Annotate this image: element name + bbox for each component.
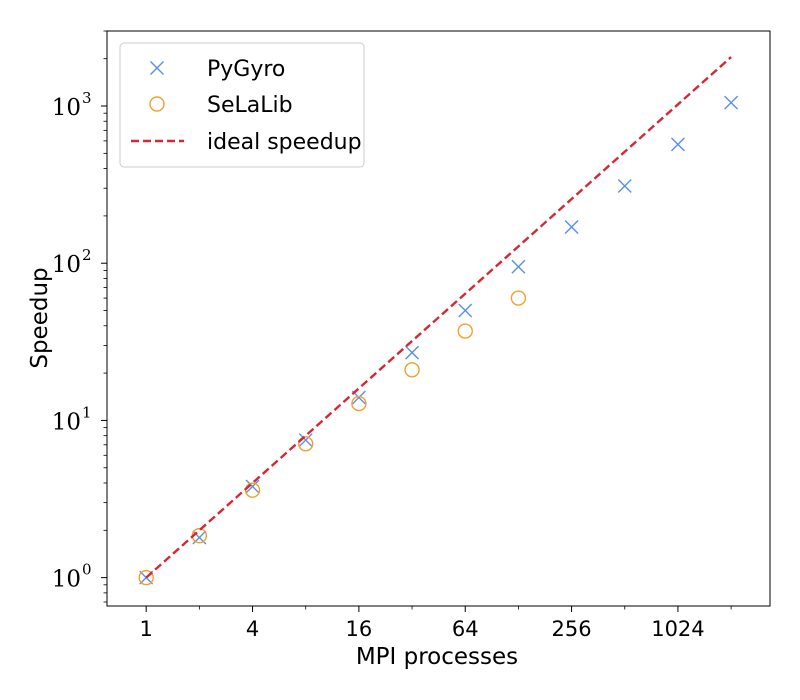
series-ideal-speedup bbox=[145, 56, 732, 579]
series-layer bbox=[138, 56, 739, 586]
x-axis-ticks: 1 4 16 64 256 1024 bbox=[140, 606, 732, 641]
y-tick-label: 10 1 bbox=[52, 403, 92, 435]
legend-marker-circle bbox=[149, 96, 165, 112]
data-point-circle bbox=[457, 323, 473, 339]
plot-border bbox=[106, 30, 771, 607]
y-tick-label: 10 3 bbox=[52, 89, 92, 121]
x-tick-label: 16 bbox=[346, 617, 373, 641]
data-point-x bbox=[564, 219, 579, 234]
data-point-x bbox=[458, 303, 473, 318]
y-axis-label: Speedup bbox=[27, 267, 53, 368]
legend-entry: PyGyro bbox=[150, 57, 285, 82]
data-point-circle bbox=[298, 436, 314, 452]
x-tick-label: 4 bbox=[246, 617, 259, 641]
y-tick-label: 10 0 bbox=[52, 561, 92, 593]
data-point-x bbox=[617, 178, 632, 193]
data-point-circle bbox=[138, 569, 154, 586]
data-point-circle bbox=[351, 395, 367, 412]
data-point-circle bbox=[404, 362, 420, 378]
y-tick-exponent: 0 bbox=[82, 561, 92, 579]
y-tick-exponent: 2 bbox=[82, 246, 92, 264]
x-tick-label: 1 bbox=[140, 617, 153, 641]
data-point-x bbox=[670, 137, 685, 152]
data-point-x bbox=[405, 345, 420, 360]
legend-label: SeLaLib bbox=[207, 93, 293, 118]
data-point-x bbox=[511, 259, 526, 274]
data-point-circle bbox=[244, 482, 261, 498]
y-tick-base: 10 bbox=[52, 409, 81, 435]
data-point-circle bbox=[510, 290, 527, 306]
x-tick-label: 1024 bbox=[651, 617, 704, 641]
y-tick-exponent: 3 bbox=[82, 89, 92, 107]
legend-label: ideal speedup bbox=[207, 130, 362, 155]
data-point-x bbox=[298, 433, 313, 448]
legend-label: PyGyro bbox=[207, 57, 285, 82]
legend-entry: SeLaLib bbox=[149, 93, 293, 118]
legend-box bbox=[119, 42, 365, 168]
data-point-x bbox=[724, 95, 739, 110]
ideal-speedup-line bbox=[145, 56, 732, 579]
x-tick-label: 64 bbox=[452, 617, 479, 641]
y-tick-base: 10 bbox=[52, 95, 81, 121]
legend-entry: ideal speedup bbox=[131, 130, 362, 155]
y-tick-base: 10 bbox=[52, 567, 81, 593]
x-tick-label: 256 bbox=[552, 617, 592, 641]
series-pygyro bbox=[139, 95, 739, 585]
y-tick-exponent: 1 bbox=[82, 403, 92, 421]
data-point-x bbox=[245, 479, 260, 494]
legend: PyGyro SeLaLib ideal speedup bbox=[119, 42, 365, 168]
y-tick-base: 10 bbox=[52, 252, 81, 278]
plot-frame bbox=[106, 30, 771, 607]
y-tick-label: 10 2 bbox=[52, 246, 92, 278]
legend-marker-x bbox=[150, 61, 164, 75]
x-axis-label: MPI processes bbox=[356, 644, 518, 670]
